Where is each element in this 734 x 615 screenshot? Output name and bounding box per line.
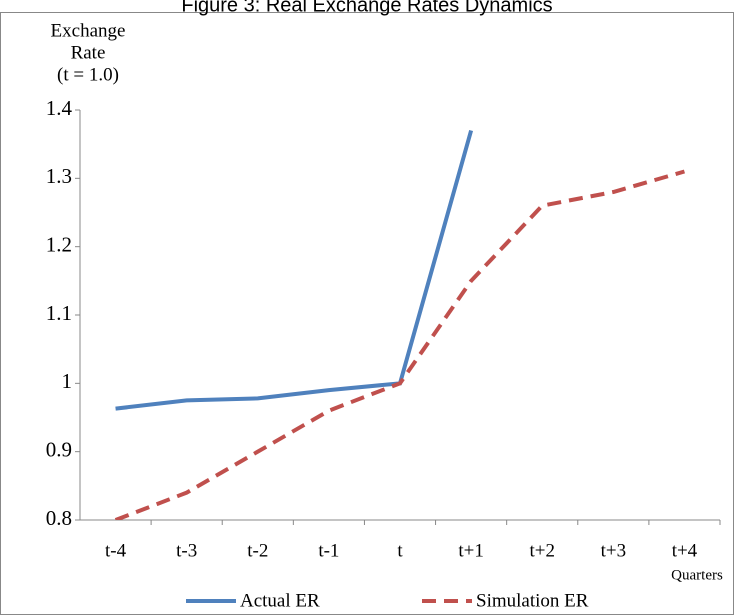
legend-label: Simulation ER: [476, 590, 589, 611]
x-tick-label: t-2: [247, 540, 268, 561]
y-tick-label: 1.3: [46, 164, 72, 188]
y-axis-label: (t = 1.0): [57, 64, 119, 85]
y-tick-label: 1.1: [46, 301, 72, 325]
x-tick-label: t+2: [529, 540, 555, 561]
x-tick-label: t+3: [601, 540, 627, 561]
x-tick-label: t+1: [458, 540, 484, 561]
y-tick-label: 0.9: [46, 437, 72, 461]
y-tick-label: 1.4: [46, 96, 73, 120]
y-axis-label: Rate: [71, 42, 106, 63]
series-line: [115, 129, 474, 411]
legend-label: Actual ER: [240, 590, 320, 611]
chart-border: [0, 12, 734, 615]
x-tick-label: t-1: [318, 540, 339, 561]
series-line: [114, 169, 685, 520]
x-axis-label: Quarters: [671, 567, 723, 583]
y-tick-label: 1: [62, 369, 73, 393]
x-tick-label: t: [397, 540, 403, 561]
x-tick-label: t-3: [176, 540, 197, 561]
x-tick-label: t-4: [105, 540, 127, 561]
x-tick-label: t+4: [672, 540, 698, 561]
y-tick-label: 1.2: [46, 232, 72, 256]
y-tick-label: 0.8: [46, 506, 72, 530]
chart-title: Figure 3: Real Exchange Rates Dynamics: [181, 0, 552, 16]
y-axis-label: Exchange: [51, 20, 126, 41]
